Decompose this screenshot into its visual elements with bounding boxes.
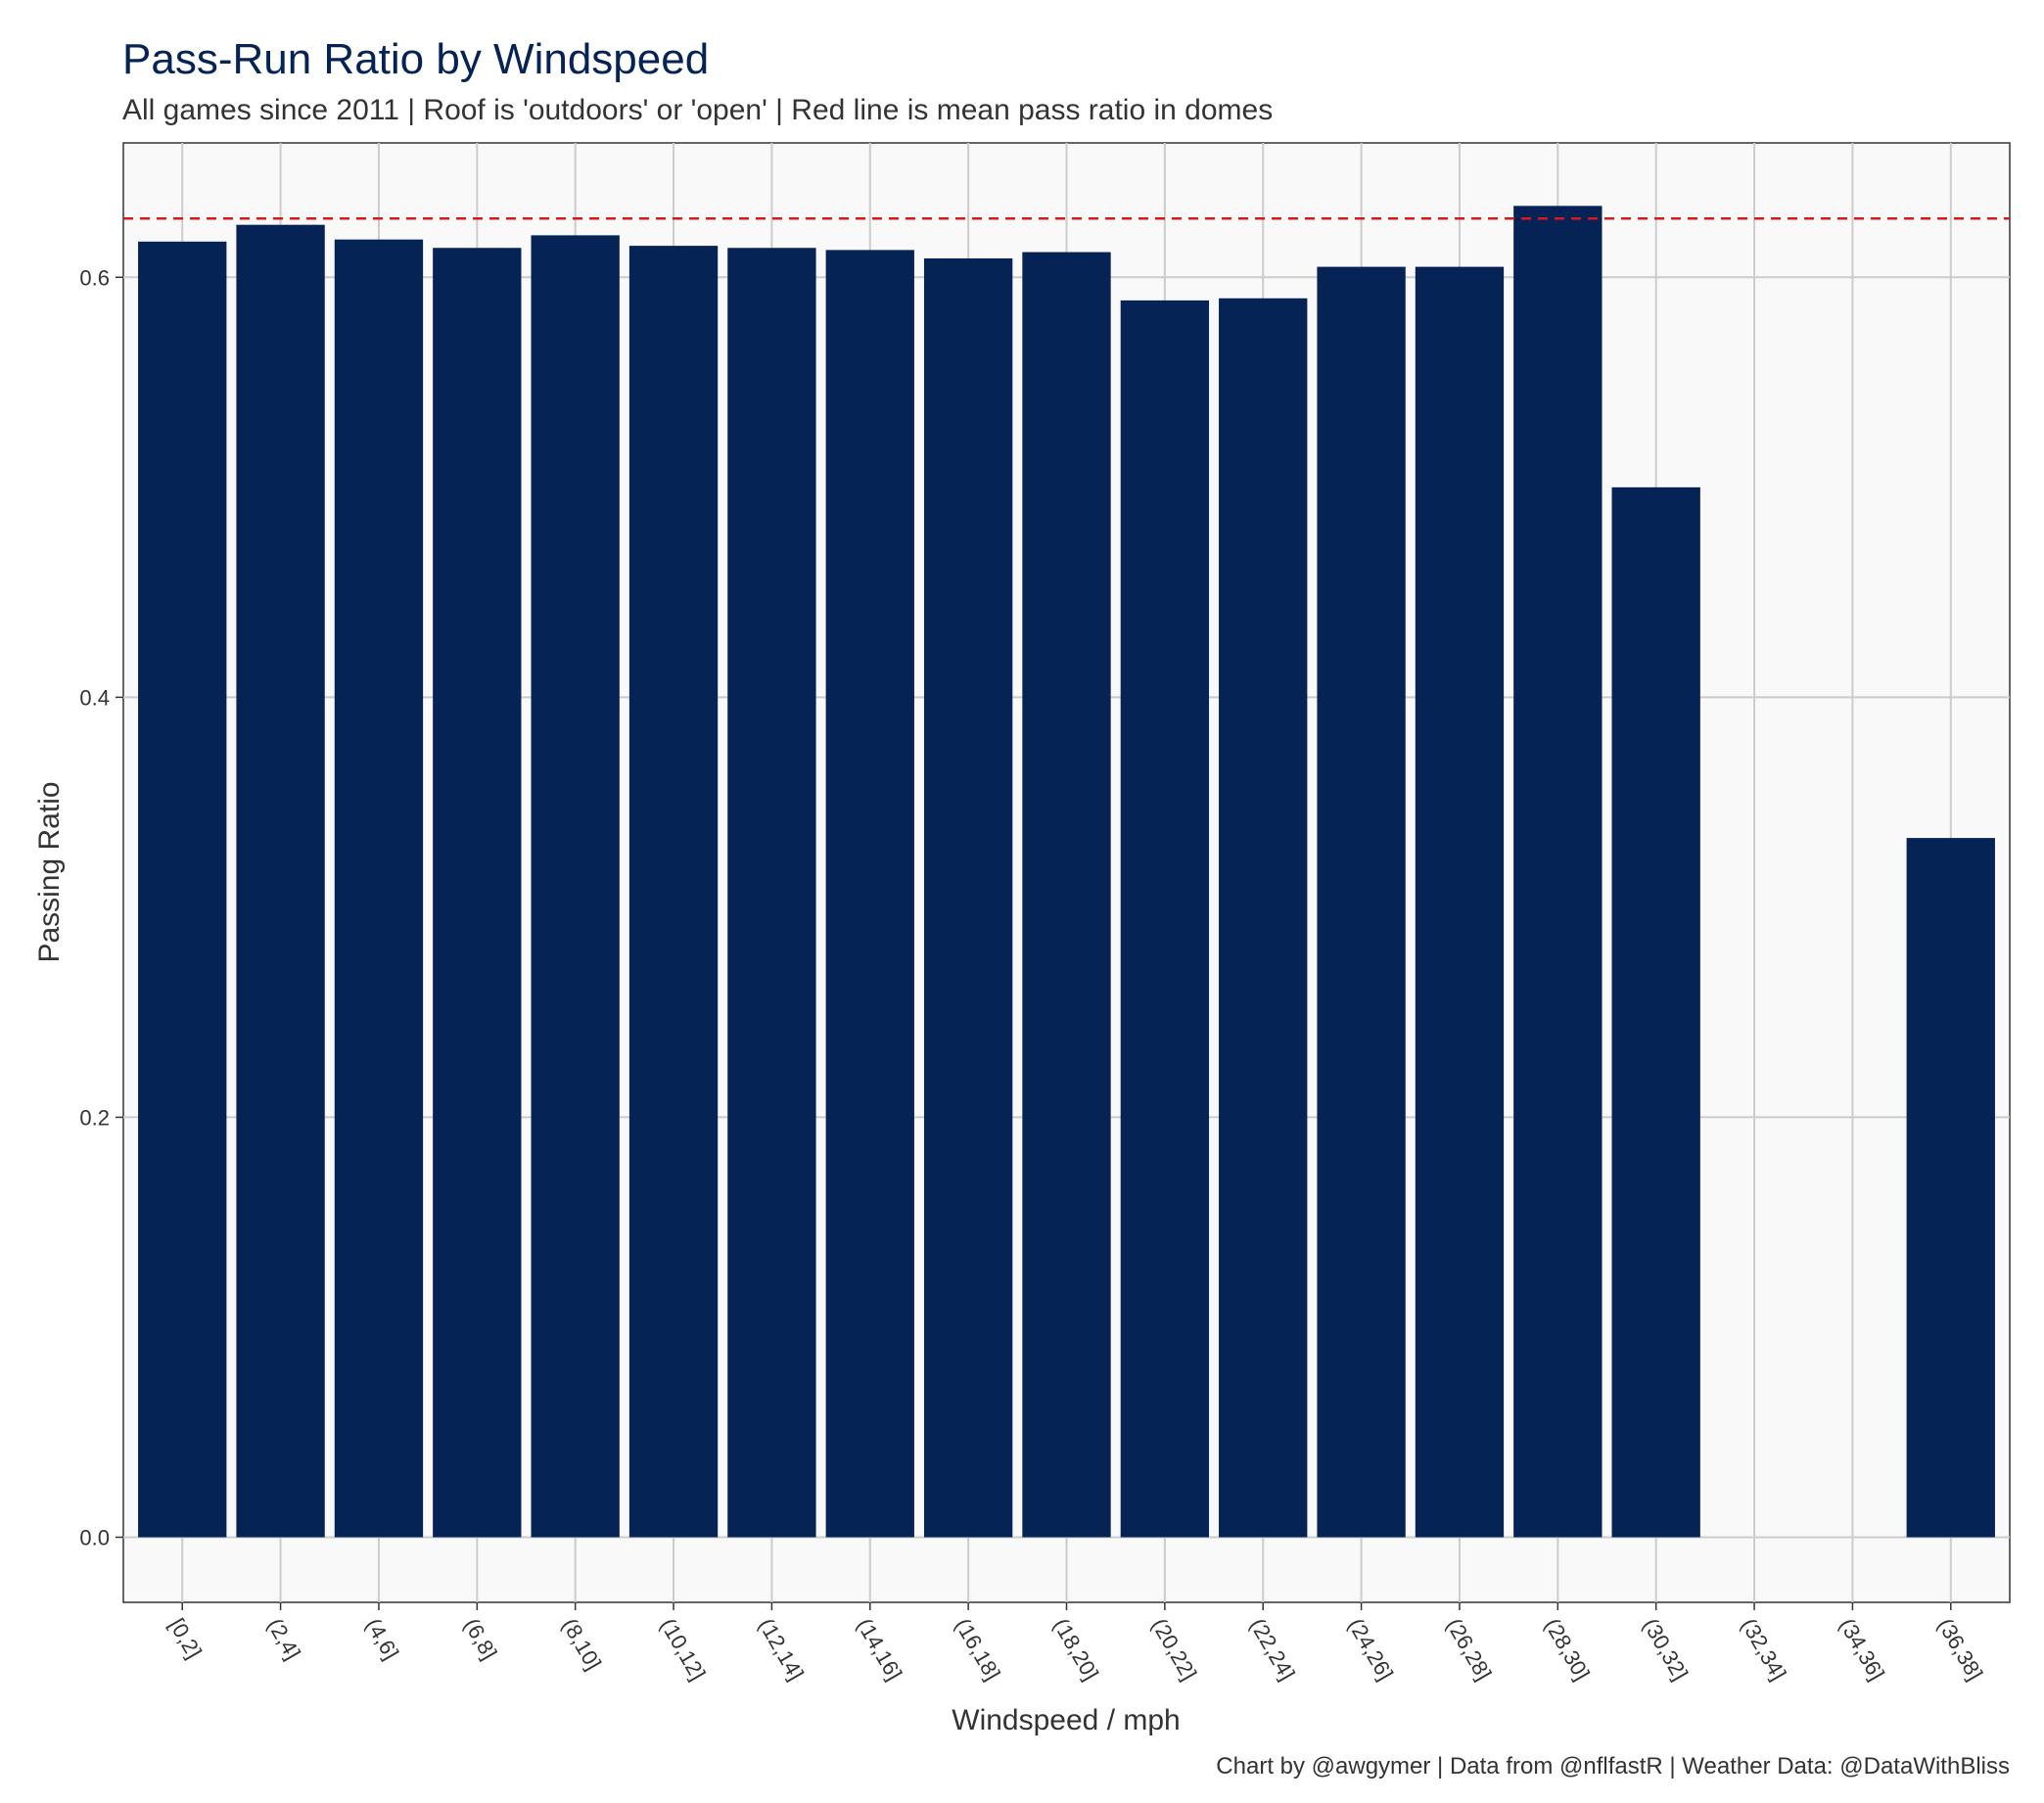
x-tick-label: (26,28]: [1442, 1614, 1497, 1685]
bar: [531, 235, 620, 1538]
x-axis-ticks: [0,2] (2,4] (4,6] (6,8] (8,10] (10,12] (12,14]…: [164, 1602, 1987, 1685]
bar: [923, 257, 1013, 1538]
bar-series: [138, 206, 1995, 1538]
bar: [1219, 298, 1308, 1538]
x-tick-label: (2,4]: [262, 1614, 305, 1664]
bar: [727, 248, 816, 1538]
bar: [1415, 266, 1505, 1538]
bar: [433, 248, 522, 1538]
bar: [628, 246, 719, 1538]
y-tick-label: 0.0: [79, 1525, 110, 1549]
bar: [1513, 206, 1603, 1538]
x-tick-label: (32,34]: [1737, 1614, 1791, 1685]
bar: [1022, 252, 1111, 1538]
x-tick-label: (18,20]: [1048, 1614, 1103, 1685]
bar: [1611, 486, 1700, 1538]
y-axis-label: Passing Ratio: [33, 781, 66, 962]
bar: [1317, 266, 1406, 1538]
y-tick-label: 0.4: [79, 685, 110, 710]
bar: [1906, 838, 1995, 1538]
x-tick-label: (20,22]: [1147, 1614, 1202, 1685]
x-tick-label: (16,18]: [951, 1614, 1005, 1685]
chart-subtitle: All games since 2011 | Roof is 'outdoors…: [122, 94, 1273, 126]
x-tick-label: (36,38]: [1932, 1614, 1987, 1685]
x-tick-label: (24,26]: [1343, 1614, 1398, 1685]
bar: [334, 239, 424, 1538]
bar: [1120, 300, 1210, 1538]
chart-title: Pass-Run Ratio by Windspeed: [122, 35, 709, 83]
x-tick-label: (6,8]: [459, 1614, 502, 1664]
x-axis-label: Windspeed / mph: [952, 1704, 1180, 1736]
bar: [236, 224, 325, 1538]
bar: [138, 241, 227, 1538]
y-axis-ticks: 0.0 0.2 0.4 0.6: [79, 265, 123, 1549]
x-tick-label: (34,36]: [1835, 1614, 1889, 1685]
x-tick-label: (8,10]: [557, 1614, 606, 1674]
y-tick-label: 0.6: [79, 265, 110, 290]
x-tick-label: (12,14]: [754, 1614, 809, 1685]
x-tick-label: (14,16]: [852, 1614, 906, 1685]
x-tick-label: (10,12]: [656, 1614, 711, 1685]
x-tick-label: (22,24]: [1245, 1614, 1300, 1685]
x-tick-label: [0,2]: [164, 1614, 207, 1663]
y-tick-label: 0.2: [79, 1105, 110, 1130]
x-tick-label: (28,30]: [1540, 1614, 1595, 1685]
bar: [825, 250, 914, 1538]
x-tick-label: (4,6]: [361, 1614, 404, 1664]
chart-caption: Chart by @awgymer | Data from @nflfastR …: [1216, 1753, 2010, 1780]
x-tick-label: (30,32]: [1638, 1614, 1693, 1685]
